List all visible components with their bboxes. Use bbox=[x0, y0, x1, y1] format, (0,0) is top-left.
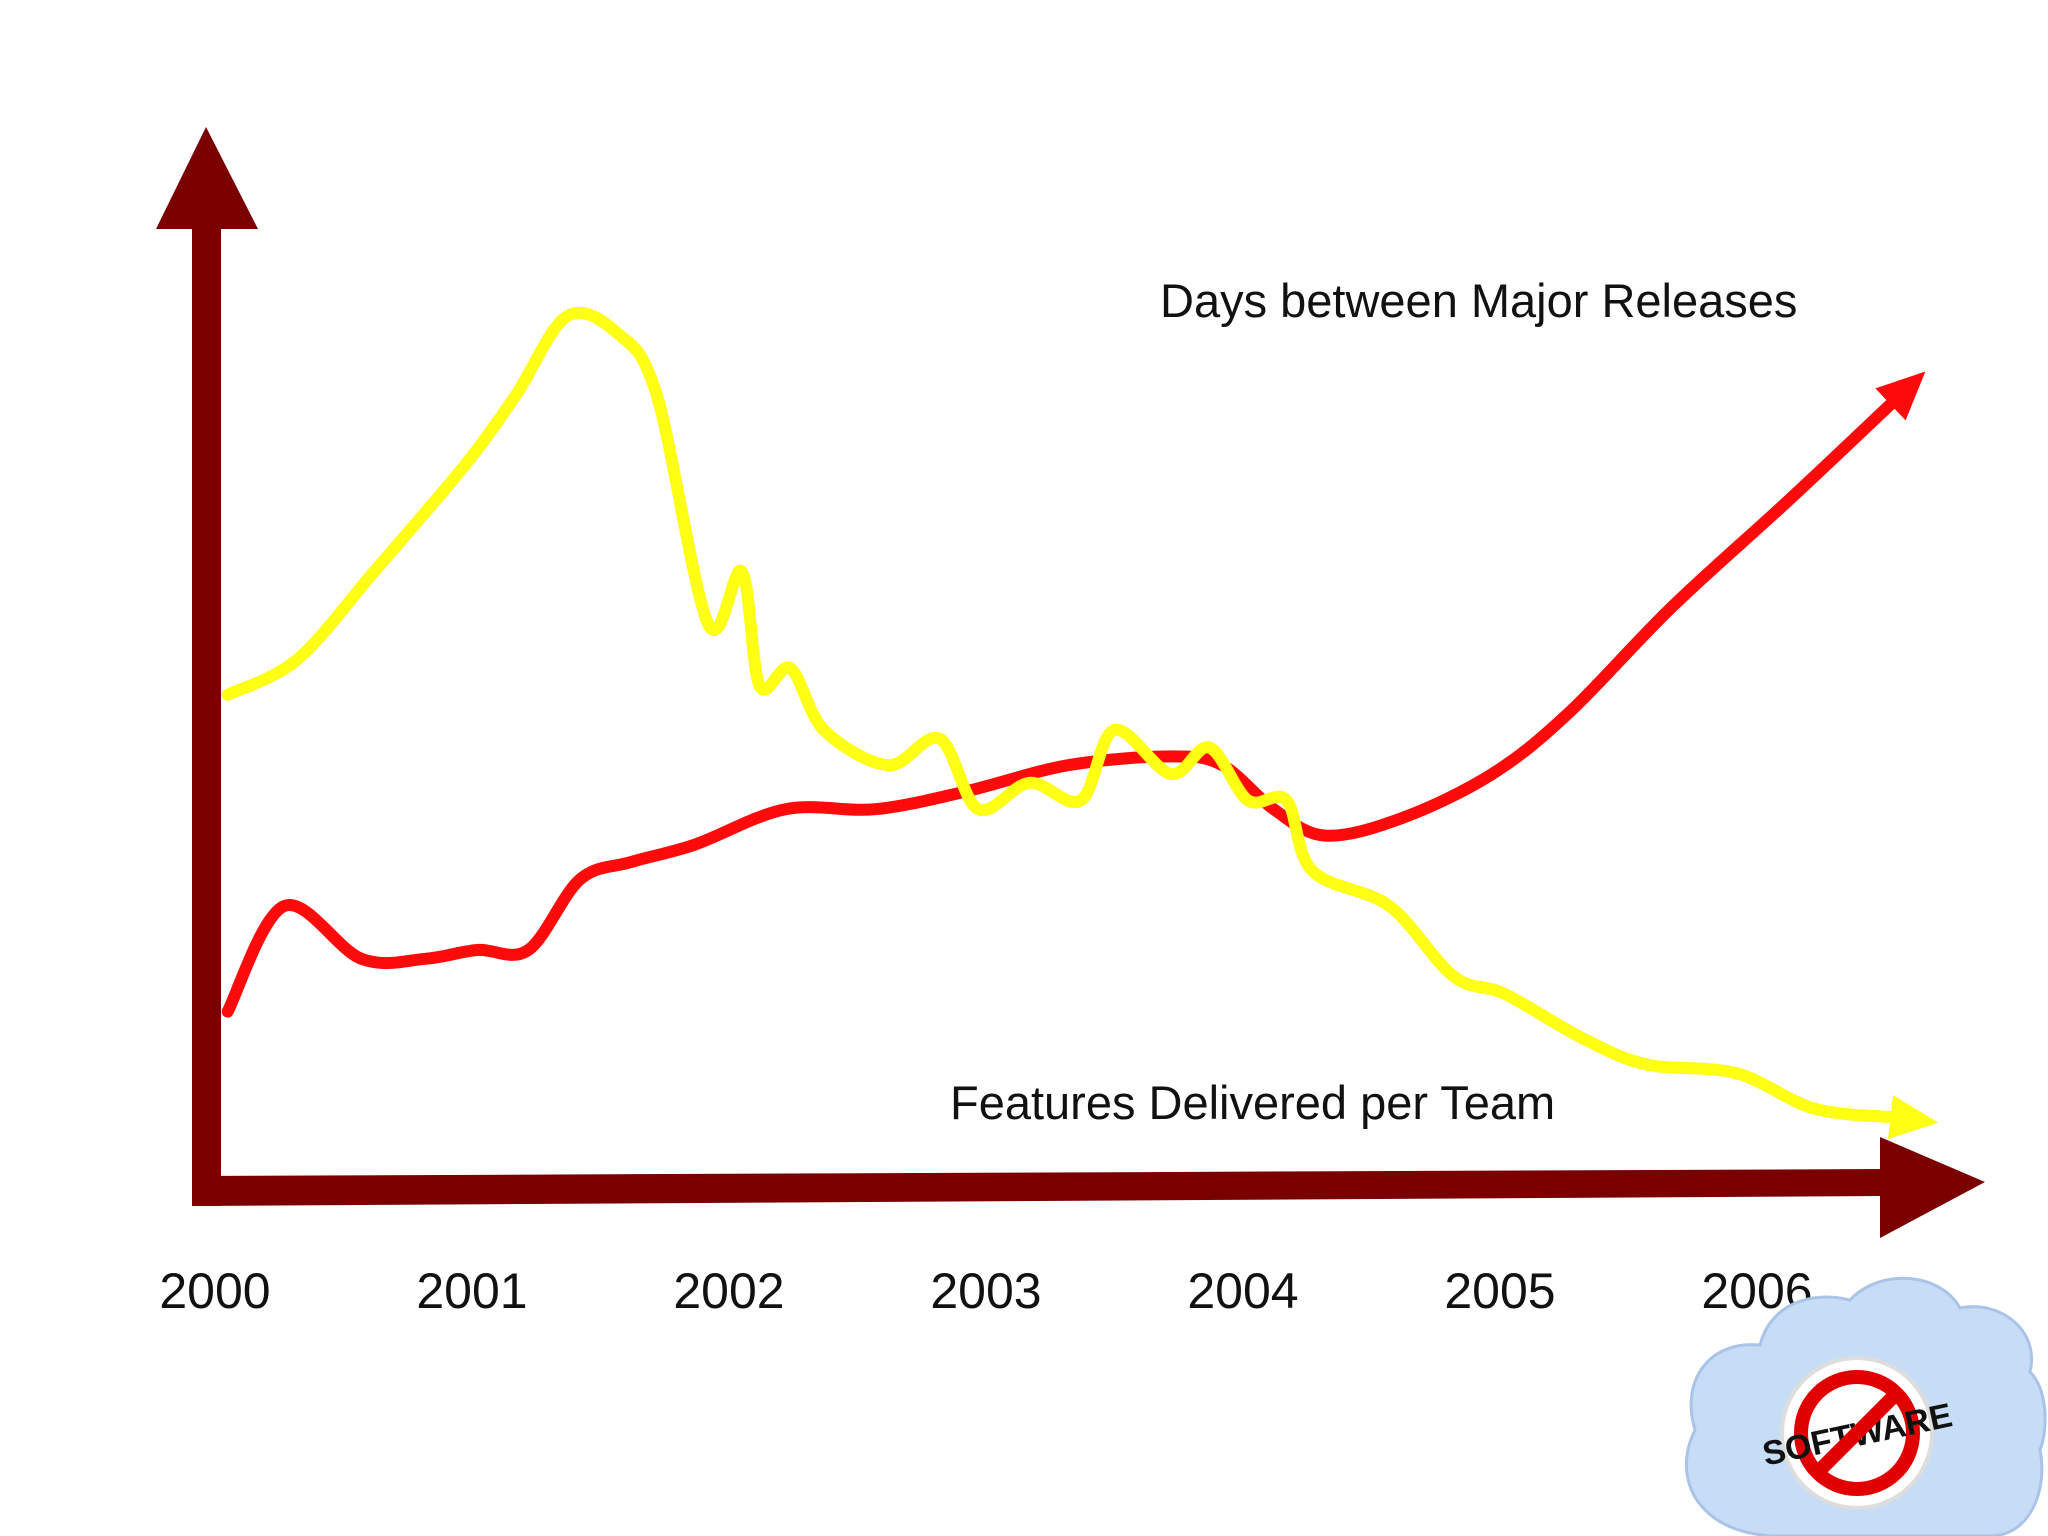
x-tick-label-2002: 2002 bbox=[673, 1263, 784, 1319]
days-line-arrowhead bbox=[1875, 371, 1926, 421]
x-tick-labels: 2000 2001 2002 2003 2004 2005 2006 bbox=[159, 1263, 1812, 1319]
y-axis-line bbox=[192, 226, 221, 1206]
y-axis-arrow bbox=[156, 127, 258, 229]
x-tick-label-2001: 2001 bbox=[416, 1263, 527, 1319]
no-software-cloud-logo: SOFTWARE bbox=[1685, 1276, 2047, 1536]
axes bbox=[156, 127, 1985, 1238]
series-line-days-between-major-releases bbox=[221, 398, 1897, 1018]
x-axis-arrow bbox=[1880, 1137, 1985, 1238]
x-tick-label-2004: 2004 bbox=[1187, 1263, 1298, 1319]
series-lines bbox=[221, 306, 1939, 1140]
x-tick-label-2003: 2003 bbox=[930, 1263, 1041, 1319]
no-symbol-slash-icon bbox=[1811, 1387, 1903, 1479]
x-tick-label-2005: 2005 bbox=[1444, 1263, 1555, 1319]
features-line-arrowhead bbox=[1888, 1095, 1939, 1140]
series-label-features: Features Delivered per Team bbox=[950, 1076, 1555, 1129]
x-tick-label-2000: 2000 bbox=[159, 1263, 270, 1319]
x-axis-line bbox=[192, 1169, 1885, 1206]
series-line-features-delivered-per-team bbox=[221, 306, 1897, 1124]
no-symbol-ring-icon bbox=[1794, 1370, 1920, 1496]
series-label-days: Days between Major Releases bbox=[1160, 274, 1797, 327]
